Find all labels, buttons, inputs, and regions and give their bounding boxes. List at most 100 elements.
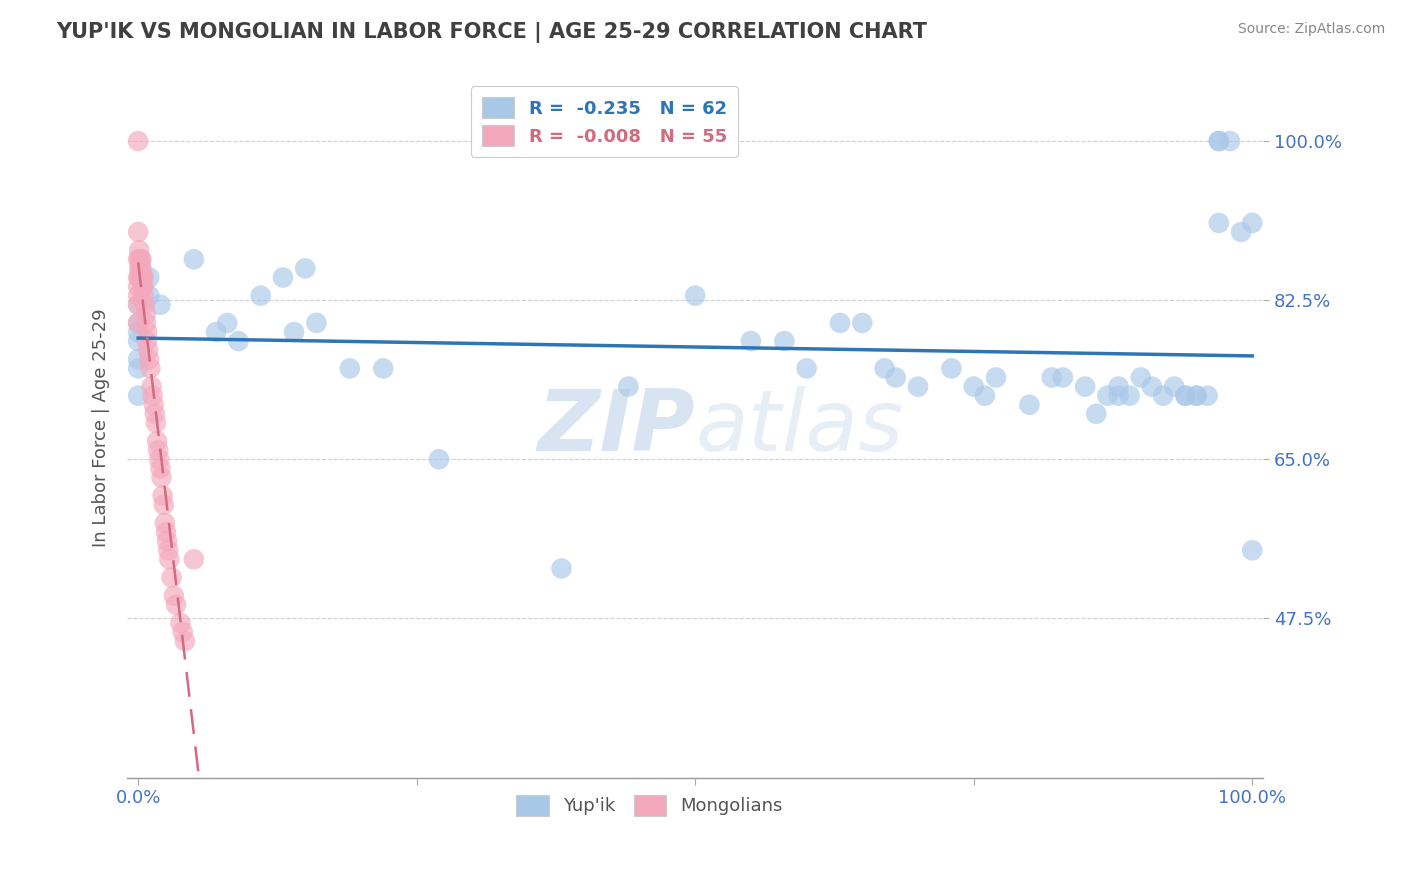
Point [157, 552, 180, 566]
Point [228, 334, 250, 348]
Point [128, 270, 150, 285]
Point [127, 352, 149, 367]
Point [1140, 379, 1163, 393]
Point [131, 270, 153, 285]
Point [1185, 389, 1208, 403]
Point [127, 270, 149, 285]
Point [1129, 370, 1152, 384]
Point [1208, 216, 1230, 230]
Point [205, 325, 228, 339]
Point [1163, 379, 1185, 393]
Point [127, 298, 149, 312]
Point [149, 298, 172, 312]
Point [129, 261, 152, 276]
Point [136, 325, 159, 339]
Point [160, 570, 183, 584]
Point [1108, 379, 1130, 393]
Point [550, 561, 572, 575]
Point [851, 316, 873, 330]
Point [169, 615, 191, 630]
Point [128, 252, 150, 267]
Point [873, 361, 896, 376]
Point [129, 252, 152, 267]
Point [127, 389, 149, 403]
Point [1241, 216, 1264, 230]
Point [305, 316, 328, 330]
Point [138, 352, 160, 367]
Point [142, 389, 165, 403]
Point [1208, 134, 1230, 148]
Point [138, 270, 160, 285]
Point [132, 270, 155, 285]
Point [138, 288, 160, 302]
Point [271, 270, 294, 285]
Point [183, 252, 205, 267]
Legend: Yup'ik, Mongolians: Yup'ik, Mongolians [508, 786, 792, 824]
Point [155, 524, 177, 539]
Point [683, 288, 706, 302]
Point [828, 316, 851, 330]
Point [1108, 389, 1130, 403]
Point [1197, 389, 1219, 403]
Point [1174, 389, 1197, 403]
Point [427, 452, 450, 467]
Point [135, 316, 157, 330]
Point [128, 243, 150, 257]
Point [773, 334, 796, 348]
Point [163, 589, 186, 603]
Text: atlas: atlas [695, 386, 903, 469]
Point [1174, 389, 1197, 403]
Point [142, 398, 165, 412]
Point [132, 279, 155, 293]
Point [127, 325, 149, 339]
Point [145, 416, 167, 430]
Point [128, 261, 150, 276]
Point [796, 361, 818, 376]
Point [131, 252, 153, 267]
Point [131, 261, 153, 276]
Point [884, 370, 907, 384]
Point [1118, 389, 1140, 403]
Point [973, 389, 995, 403]
Y-axis label: In Labor Force | Age 25-29: In Labor Force | Age 25-29 [93, 309, 110, 547]
Point [127, 134, 149, 148]
Point [941, 361, 963, 376]
Point [139, 361, 162, 376]
Point [1052, 370, 1074, 384]
Point [127, 334, 149, 348]
Point [134, 298, 156, 312]
Point [165, 598, 187, 612]
Point [907, 379, 929, 393]
Point [617, 379, 640, 393]
Point [283, 325, 305, 339]
Point [157, 543, 180, 558]
Point [129, 270, 152, 285]
Point [131, 279, 153, 293]
Point [1241, 543, 1264, 558]
Text: YUP'IK VS MONGOLIAN IN LABOR FORCE | AGE 25-29 CORRELATION CHART: YUP'IK VS MONGOLIAN IN LABOR FORCE | AGE… [56, 22, 927, 44]
Point [294, 261, 316, 276]
Point [127, 316, 149, 330]
Text: ZIP: ZIP [537, 386, 695, 469]
Point [131, 270, 153, 285]
Point [127, 298, 149, 312]
Point [136, 334, 159, 348]
Point [1230, 225, 1253, 239]
Point [150, 470, 173, 484]
Point [127, 316, 149, 330]
Point [152, 498, 174, 512]
Point [1085, 407, 1108, 421]
Point [339, 361, 361, 376]
Point [127, 288, 149, 302]
Point [1018, 398, 1040, 412]
Point [1040, 370, 1063, 384]
Point [143, 407, 166, 421]
Point [1219, 134, 1241, 148]
Point [136, 343, 159, 358]
Point [373, 361, 395, 376]
Point [148, 452, 170, 467]
Point [127, 361, 149, 376]
Point [740, 334, 762, 348]
Point [132, 288, 155, 302]
Point [1208, 134, 1230, 148]
